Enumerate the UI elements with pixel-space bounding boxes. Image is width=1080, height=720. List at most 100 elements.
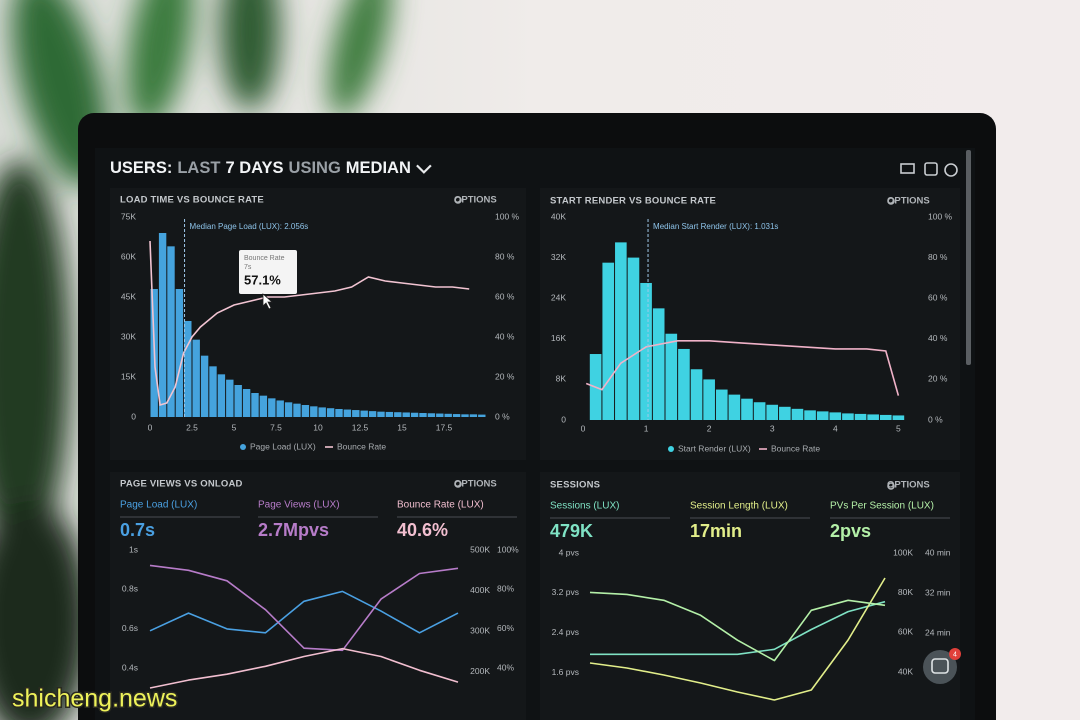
histogram-bar bbox=[402, 412, 410, 417]
y-tick-label: 45K bbox=[121, 291, 136, 301]
metric-label: Bounce Rate (LUX) bbox=[397, 500, 484, 511]
watermark: shicheng.news bbox=[12, 685, 177, 713]
panel-title: PAGE VIEWS VS ONLOAD bbox=[120, 479, 243, 490]
y2-tick-label: 20 % bbox=[495, 371, 515, 381]
y-tick-label: 0.8s bbox=[122, 584, 138, 594]
plot bbox=[149, 233, 486, 417]
y2-tick-label: 40 % bbox=[928, 333, 948, 343]
x-tick-label: 0 bbox=[581, 423, 586, 433]
series-line bbox=[590, 600, 886, 656]
y3-tick-label: 32 min bbox=[925, 587, 951, 597]
chat-button[interactable]: 4 bbox=[923, 648, 961, 684]
y2-tick-label: 0 % bbox=[928, 414, 943, 424]
legend-label: Bounce Rate bbox=[771, 443, 820, 453]
gear-icons bbox=[454, 196, 895, 490]
x-tick-label: 7.5 bbox=[270, 422, 282, 432]
histogram-bar bbox=[854, 413, 867, 420]
y2-tick-label: 60 % bbox=[495, 291, 515, 301]
metric-label: Sessions (LUX) bbox=[550, 501, 619, 512]
histogram-bar bbox=[461, 414, 469, 417]
legend-label: Bounce Rate bbox=[337, 441, 386, 451]
x-tick-label: 4 bbox=[833, 423, 838, 433]
plot bbox=[585, 242, 905, 420]
options-button[interactable]: OPTIONS bbox=[887, 196, 930, 207]
panel-title: SESSIONS bbox=[550, 480, 600, 491]
scrollbar[interactable] bbox=[966, 150, 971, 365]
histogram-bar bbox=[184, 321, 192, 417]
tooltip-x: 7s bbox=[244, 264, 252, 271]
median-label: Median Start Render (LUX): 1.031s bbox=[653, 222, 778, 231]
options-button[interactable]: OPTIONS bbox=[454, 195, 497, 206]
metric-value: 0.7s bbox=[120, 520, 155, 540]
share-icon[interactable] bbox=[924, 162, 938, 176]
legend-label: Start Render (LUX) bbox=[678, 443, 751, 453]
y3-tick-label: 40 min bbox=[925, 547, 951, 557]
chat-bubble[interactable] bbox=[923, 650, 957, 684]
y-tick-label: 2.4 pvs bbox=[552, 627, 579, 637]
histogram-bar bbox=[310, 406, 318, 417]
histogram-bar bbox=[791, 408, 804, 420]
histogram-bar bbox=[326, 408, 335, 417]
histogram-bar bbox=[385, 411, 394, 417]
histogram-bar bbox=[284, 402, 293, 417]
histogram-bar bbox=[615, 242, 627, 420]
dropdown-chevron[interactable] bbox=[416, 164, 432, 174]
monitor-icon[interactable] bbox=[900, 163, 915, 174]
panel bbox=[540, 472, 960, 720]
x-tick-label: 17.5 bbox=[436, 422, 453, 432]
x-tick-label: 12.5 bbox=[352, 422, 369, 432]
x-tick-label: 15 bbox=[397, 422, 407, 432]
legend-swatch bbox=[240, 444, 246, 450]
metric-label: Page Views (LUX) bbox=[258, 500, 340, 511]
y2-tick-label: 400K bbox=[470, 585, 490, 595]
x-tick-label: 10 bbox=[313, 422, 323, 432]
histogram-bar bbox=[427, 413, 436, 417]
help-icon[interactable] bbox=[944, 163, 958, 177]
histogram-bar bbox=[394, 412, 402, 417]
options-button[interactable]: OPTIONS bbox=[454, 479, 497, 490]
y-tick-label: 0.4s bbox=[122, 663, 138, 673]
histogram-bar bbox=[867, 414, 879, 420]
histogram-bar bbox=[301, 405, 310, 417]
tooltip-title: Bounce Rate bbox=[244, 255, 285, 262]
histogram-bar bbox=[259, 395, 268, 417]
y2-tick-label: 20 % bbox=[928, 374, 948, 384]
histogram-bar bbox=[715, 389, 728, 420]
metric-value: 479K bbox=[550, 521, 593, 541]
histogram-bar bbox=[640, 282, 652, 420]
histogram-bar bbox=[478, 414, 486, 417]
histogram-bar bbox=[335, 409, 343, 417]
histogram-bar bbox=[728, 394, 741, 420]
series-line bbox=[149, 564, 459, 652]
histogram-bar bbox=[665, 333, 678, 420]
y-tick-label: 30K bbox=[121, 331, 136, 341]
y2-tick-label: 100 % bbox=[928, 211, 953, 221]
x-tick-label: 2 bbox=[707, 423, 712, 433]
options-button[interactable]: OPTIONS bbox=[887, 480, 930, 491]
y3-tick-label: 40% bbox=[497, 663, 514, 673]
histogram-bar bbox=[879, 414, 892, 420]
x-tick-label: 5 bbox=[232, 422, 237, 432]
y-tick-label: 3.2 pvs bbox=[552, 587, 579, 597]
y2-tick-label: 40K bbox=[898, 666, 913, 676]
histogram-bar bbox=[251, 393, 259, 417]
metric-value: 2pvs bbox=[830, 521, 871, 541]
metric-value: 17min bbox=[690, 521, 742, 541]
y-tick-label: 60K bbox=[121, 251, 136, 261]
y2-tick-label: 80 % bbox=[495, 251, 515, 261]
bounce-line bbox=[149, 240, 470, 407]
metric-label: PVs Per Session (LUX) bbox=[830, 501, 934, 512]
histogram-bar bbox=[741, 398, 753, 420]
y2-tick-label: 100K bbox=[893, 547, 913, 557]
metric-label: Page Load (LUX) bbox=[120, 500, 197, 511]
histogram-bar bbox=[343, 409, 352, 417]
y2-tick-label: 80K bbox=[898, 587, 913, 597]
histogram-bar bbox=[753, 402, 766, 420]
y-tick-label: 1.6 pvs bbox=[552, 667, 579, 677]
title-part: 7 DAYS bbox=[225, 159, 283, 177]
histogram-bar bbox=[167, 246, 175, 417]
y-tick-label: 40K bbox=[551, 211, 566, 221]
metric-value: 40.6% bbox=[397, 520, 448, 540]
y3-tick-label: 24 min bbox=[925, 627, 951, 637]
